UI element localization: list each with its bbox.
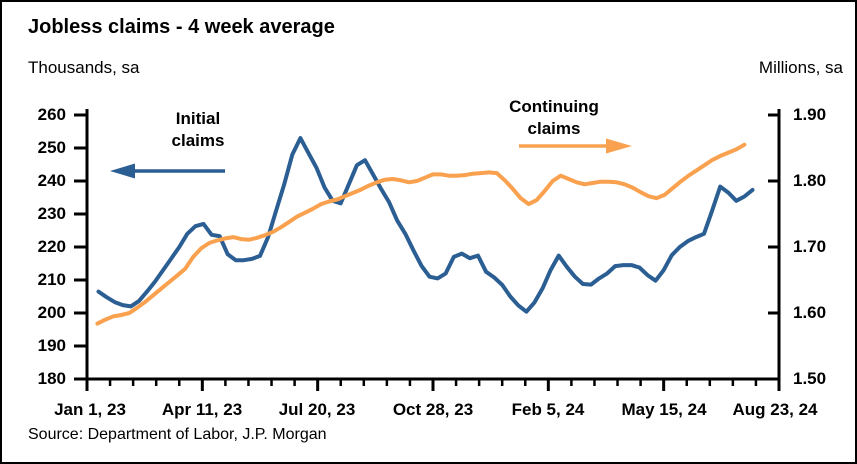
x-tick-label: Apr 11, 23: [161, 400, 243, 419]
chart-title: Jobless claims - 4 week average: [28, 16, 335, 38]
x-tick-label: Aug 23, 24: [732, 400, 818, 419]
initial-claims-annotation: Initial claims: [132, 108, 264, 152]
x-tick-label: Oct 28, 23: [392, 400, 474, 419]
y-right-tick-label: 1.50: [793, 369, 827, 388]
initial-claims-annotation-line1: Initial: [175, 109, 221, 128]
x-tick-label: May 15, 24: [621, 400, 707, 419]
y-left-tick-label: 180: [37, 369, 66, 388]
y-left-tick-label: 250: [37, 138, 66, 157]
y-right-tick-label: 1.80: [793, 171, 827, 190]
y-left-tick-label: 260: [37, 105, 66, 124]
y-left-tick-label: 200: [37, 303, 66, 322]
y-right-tick-label: 1.90: [793, 105, 827, 124]
y-left-tick-label: 220: [37, 237, 66, 256]
continuing-claims-annotation-line2: claims: [527, 119, 581, 138]
y-left-tick-label: 240: [37, 171, 66, 190]
continuing-claims-annotation: Continuing claims: [474, 96, 634, 140]
initial-claims-annotation-line2: claims: [171, 131, 225, 150]
continuing-claims-annotation-line1: Continuing: [509, 97, 599, 116]
y-right-tick-label: 1.60: [793, 303, 827, 322]
y-left-tick-label: 190: [37, 336, 66, 355]
y-left-tick-label: 230: [37, 204, 66, 223]
left-axis-unit-label: Thousands, sa: [28, 58, 140, 77]
y-right-tick-label: 1.70: [793, 237, 827, 256]
right-axis-unit-label: Millions, sa: [758, 58, 843, 77]
y-left-tick-label: 210: [37, 270, 66, 289]
x-tick-label: Jul 20, 23: [278, 400, 356, 419]
x-tick-label: Jan 1, 23: [54, 400, 126, 419]
source-note: Source: Department of Labor, J.P. Morgan: [28, 426, 327, 443]
x-tick-label: Feb 5, 24: [511, 400, 585, 419]
